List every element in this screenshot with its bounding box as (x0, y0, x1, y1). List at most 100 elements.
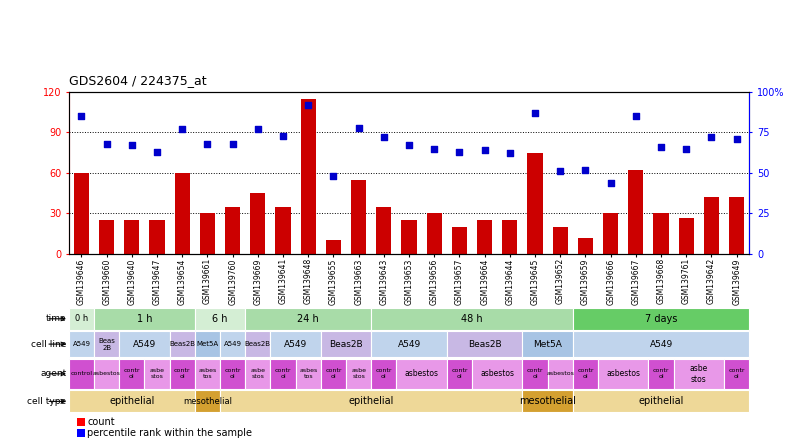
Text: asbestos: asbestos (606, 369, 640, 378)
Point (377, 134, 390, 141)
Bar (69, 308, 94, 330)
Text: Beas2B: Beas2B (245, 341, 271, 347)
Text: A549: A549 (133, 340, 156, 349)
Bar (729, 197, 744, 254)
Point (302, 101, 315, 108)
Point (327, 173, 340, 180)
Bar (69, 358, 94, 389)
Text: Beas
2B: Beas 2B (98, 337, 115, 351)
Bar (124, 220, 139, 254)
Text: Met5A: Met5A (533, 340, 562, 349)
Bar (371, 331, 447, 357)
Point (478, 147, 491, 154)
Text: A549: A549 (284, 340, 307, 349)
Bar (629, 170, 643, 254)
Bar (144, 358, 169, 389)
Bar (225, 207, 241, 254)
Bar (195, 358, 220, 389)
Point (428, 145, 441, 152)
Point (453, 148, 466, 155)
Bar (321, 358, 346, 389)
Text: contr
ol: contr ol (728, 369, 745, 379)
Text: Met5A: Met5A (196, 341, 219, 347)
Bar (99, 220, 114, 254)
Text: Beas2B: Beas2B (468, 340, 501, 349)
Text: contr
ol: contr ol (275, 369, 292, 379)
Bar (552, 227, 568, 254)
Bar (548, 358, 573, 389)
Bar (175, 173, 190, 254)
Bar (94, 358, 119, 389)
Bar (301, 99, 316, 254)
Text: 1 h: 1 h (137, 314, 152, 324)
Bar (472, 358, 522, 389)
Text: mesothelial: mesothelial (519, 396, 576, 406)
Text: asbe
stos: asbe stos (352, 369, 366, 379)
Point (352, 124, 365, 131)
Bar (220, 390, 522, 412)
Point (730, 135, 743, 143)
Bar (275, 207, 291, 254)
Bar (245, 308, 371, 330)
Bar (427, 214, 441, 254)
Point (680, 145, 693, 152)
Bar (271, 331, 321, 357)
Text: contr
ol: contr ol (224, 369, 241, 379)
Bar (326, 241, 341, 254)
Bar (502, 220, 518, 254)
Bar (250, 193, 266, 254)
Text: asbestos: asbestos (480, 369, 514, 378)
Bar (195, 308, 245, 330)
Text: asbestos: asbestos (92, 371, 121, 377)
Point (604, 179, 617, 186)
Text: cell line: cell line (31, 340, 66, 349)
Bar (245, 331, 271, 357)
Point (201, 140, 214, 147)
Text: agent: agent (40, 369, 66, 378)
Text: contr
ol: contr ol (325, 369, 342, 379)
Point (100, 140, 113, 147)
Point (151, 148, 164, 155)
Text: A549: A549 (650, 340, 672, 349)
Text: asbes
tos: asbes tos (198, 369, 216, 379)
Text: control: control (70, 371, 92, 377)
Text: count: count (87, 417, 115, 427)
Bar (195, 390, 220, 412)
Text: 24 h: 24 h (297, 314, 319, 324)
Bar (94, 331, 119, 357)
Point (176, 126, 189, 133)
Text: GDS2604 / 224375_at: GDS2604 / 224375_at (69, 75, 207, 87)
Bar (578, 238, 593, 254)
Bar (477, 220, 492, 254)
Bar (527, 153, 543, 254)
Bar (522, 358, 548, 389)
Bar (150, 220, 164, 254)
Text: contr
ol: contr ol (578, 369, 594, 379)
Bar (220, 331, 245, 357)
Point (75, 113, 88, 120)
Bar (69, 390, 195, 412)
Text: epithelial: epithelial (109, 396, 155, 406)
Point (403, 142, 416, 149)
Bar (245, 358, 271, 389)
Bar (573, 358, 598, 389)
Bar (573, 331, 749, 357)
Point (629, 113, 642, 120)
Bar (573, 308, 749, 330)
Text: contr
ol: contr ol (376, 369, 392, 379)
Point (579, 166, 592, 173)
Bar (396, 358, 447, 389)
Point (529, 109, 542, 116)
Bar (674, 358, 724, 389)
Bar (522, 331, 573, 357)
Text: time: time (45, 314, 66, 323)
Bar (69, 331, 94, 357)
Text: A549: A549 (398, 340, 420, 349)
Text: asbe
stos: asbe stos (690, 364, 708, 384)
Text: epithelial: epithelial (348, 396, 394, 406)
Point (251, 126, 264, 133)
Text: asbestos: asbestos (546, 371, 574, 377)
Bar (94, 308, 195, 330)
Text: contr
ol: contr ol (124, 369, 140, 379)
Bar (371, 308, 573, 330)
